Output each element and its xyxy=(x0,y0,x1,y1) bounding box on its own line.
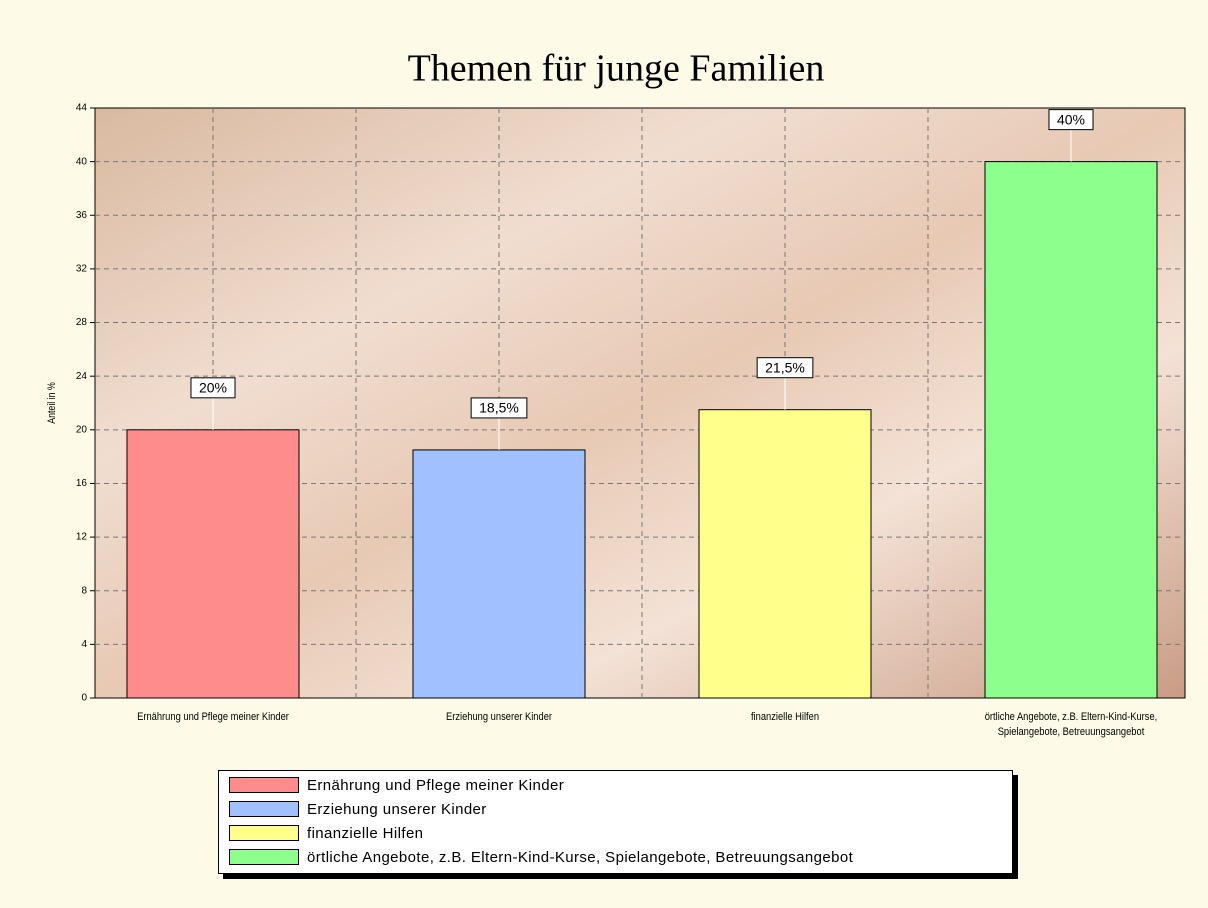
legend-entry: Ernährung und Pflege meiner Kinder xyxy=(229,775,564,795)
y-tick-label: 24 xyxy=(76,371,88,382)
bar xyxy=(984,161,1158,699)
y-axis-label: Anteil in % xyxy=(46,382,58,424)
value-label-box xyxy=(1048,109,1094,131)
y-tick-label: 36 xyxy=(76,210,88,221)
value-label-box xyxy=(190,377,236,399)
y-tick-label: 20 xyxy=(76,424,88,435)
legend-swatch xyxy=(229,801,299,817)
y-tick-label: 44 xyxy=(76,103,88,114)
value-label: 40% xyxy=(1057,111,1085,127)
legend-label: Ernährung und Pflege meiner Kinder xyxy=(307,776,565,794)
x-tick-label: Erziehung unserer Kinder xyxy=(445,711,553,723)
legend-label: finanzielle Hilfen xyxy=(307,824,424,842)
legend-swatch xyxy=(229,849,299,865)
value-label: 21,5% xyxy=(765,359,805,375)
legend-label: örtliche Angebote, z.B. Eltern-Kind-Kurs… xyxy=(307,848,854,866)
y-tick-label: 40 xyxy=(76,156,88,167)
bar xyxy=(698,409,872,699)
y-tick-label: 16 xyxy=(76,478,88,489)
y-tick-label: 4 xyxy=(81,639,87,650)
legend: Ernährung und Pflege meiner Kinder Erzieh… xyxy=(218,770,1013,874)
value-label-box xyxy=(470,397,528,419)
legend-entry: Erziehung unserer Kinder xyxy=(229,799,487,819)
x-tick-label: Ernährung und Pflege meiner Kinder xyxy=(137,711,289,723)
bar xyxy=(126,429,300,699)
legend-swatch xyxy=(229,777,299,793)
chart-title: Themen für junge Familien xyxy=(408,48,825,90)
y-tick-label: 0 xyxy=(81,693,87,704)
legend-entry: finanzielle Hilfen xyxy=(229,823,423,843)
y-tick-label: 32 xyxy=(76,264,88,275)
bar xyxy=(412,449,586,699)
value-label: 18,5% xyxy=(479,400,519,416)
y-tick-label: 12 xyxy=(76,532,88,543)
legend-swatch xyxy=(229,825,299,841)
legend-entry: örtliche Angebote, z.B. Eltern-Kind-Kurs… xyxy=(229,847,853,867)
value-label-box xyxy=(756,357,814,379)
y-tick-label: 28 xyxy=(76,317,88,328)
x-tick-label: finanzielle Hilfen xyxy=(750,711,820,723)
legend-label: Erziehung unserer Kinder xyxy=(307,800,487,818)
value-label: 20% xyxy=(199,380,227,396)
y-tick-label: 8 xyxy=(81,585,87,596)
x-tick-label: örtliche Angebote, z.B. Eltern-Kind-Kurs… xyxy=(984,711,1158,738)
